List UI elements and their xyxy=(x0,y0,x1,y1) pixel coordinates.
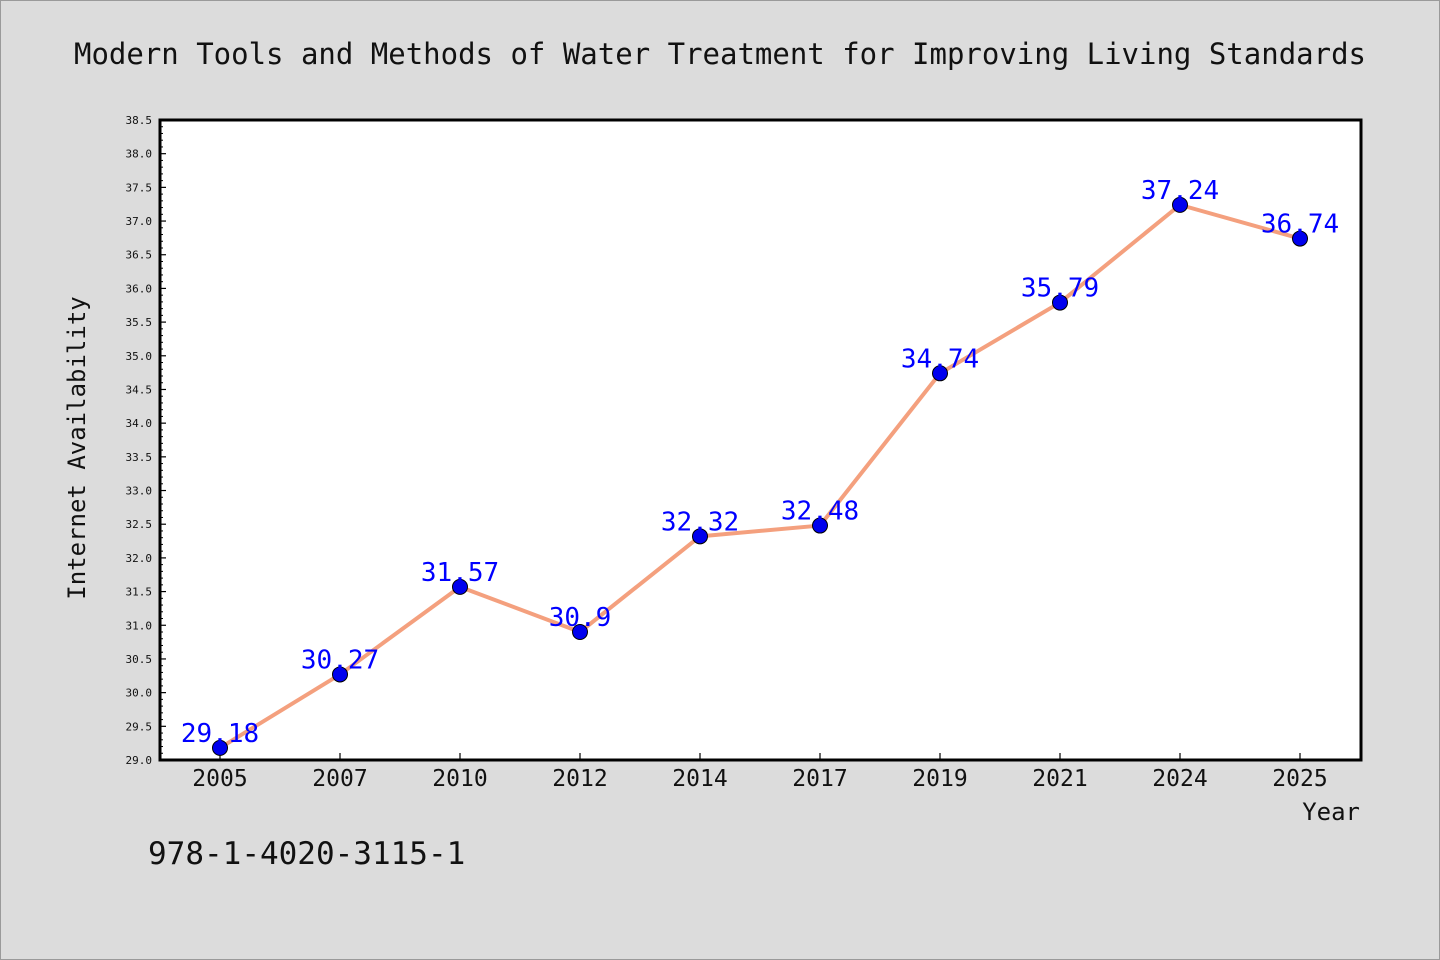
x-axis-label: Year xyxy=(1302,798,1360,826)
x-tick-label: 2005 xyxy=(192,766,247,792)
data-point xyxy=(812,517,828,534)
data-point xyxy=(932,365,948,382)
y-tick-label: 29.5 xyxy=(126,720,153,733)
y-tick-label: 35.0 xyxy=(126,350,153,363)
x-tick-label: 2017 xyxy=(792,766,847,792)
y-tick-label: 36.5 xyxy=(126,249,153,262)
y-tick-label: 30.0 xyxy=(126,687,153,700)
isbn-text: 978-1-4020-3115-1 xyxy=(148,836,465,872)
data-point xyxy=(452,578,468,595)
data-point xyxy=(572,624,588,640)
y-tick-label: 34.5 xyxy=(126,383,153,396)
data-label: 35.79 xyxy=(1021,274,1099,304)
data-label: 36.74 xyxy=(1261,210,1339,240)
data-point xyxy=(332,666,348,683)
y-tick-label: 35.5 xyxy=(126,316,153,329)
plot-area xyxy=(158,118,1363,762)
y-axis-label: Internet Availability xyxy=(63,296,91,599)
data-point xyxy=(692,528,708,545)
x-tick-label: 2014 xyxy=(672,766,727,792)
data-point xyxy=(1172,196,1188,213)
y-tick-label: 38.0 xyxy=(126,148,153,161)
chart-title: Modern Tools and Methods of Water Treatm… xyxy=(74,37,1366,71)
x-tick-label: 2007 xyxy=(312,766,367,792)
x-tick-label: 2010 xyxy=(432,766,487,792)
data-labels: 29.18 30.27 31.57 30.9 32.32 32.48 34.74 35.79 3… xyxy=(181,176,1339,749)
x-tick-label: 2012 xyxy=(552,766,607,792)
y-tick-label: 37.0 xyxy=(126,215,153,228)
y-tick-label: 32.0 xyxy=(126,552,153,565)
data-label: 37.24 xyxy=(1141,176,1219,206)
x-axis: 2005 2007 2010 2012 2014 2017 2019 2021 2024 2025 xyxy=(192,753,1328,792)
data-label: 32.32 xyxy=(661,507,739,537)
y-tick-label: 33.0 xyxy=(126,485,153,498)
y-tick-label: 31.0 xyxy=(126,619,153,632)
y-tick-label: 37.5 xyxy=(126,181,153,194)
y-tick-label: 38.5 xyxy=(126,114,153,127)
y-tick-label: 30.5 xyxy=(126,653,153,666)
y-tick-label: 29.0 xyxy=(126,754,153,767)
y-tick-label: 34.0 xyxy=(126,417,153,430)
data-label: 32.48 xyxy=(781,497,859,527)
data-label: 31.57 xyxy=(421,558,499,588)
data-point xyxy=(1292,230,1308,247)
data-label: 34.74 xyxy=(901,344,979,374)
y-tick-label: 31.5 xyxy=(126,586,153,599)
y-axis: 29.0 29.5 30.0 30.5 31.0 31.5 32.0 32.5 33.0 33.5… xyxy=(126,114,166,767)
x-tick-label: 2024 xyxy=(1152,766,1207,792)
data-point xyxy=(212,739,228,756)
data-series xyxy=(212,196,1308,756)
data-label: 29.18 xyxy=(181,719,259,749)
y-tick-label: 33.5 xyxy=(126,451,153,464)
y-tick-label: 32.5 xyxy=(126,518,153,531)
data-label: 30.27 xyxy=(301,645,379,675)
data-point xyxy=(1052,294,1068,311)
x-tick-label: 2025 xyxy=(1272,766,1327,792)
x-tick-label: 2021 xyxy=(1032,766,1087,792)
data-label: 30.9 xyxy=(549,603,612,633)
y-tick-label: 36.0 xyxy=(126,282,153,295)
series-line xyxy=(218,202,1301,750)
x-tick-label: 2019 xyxy=(912,766,967,792)
